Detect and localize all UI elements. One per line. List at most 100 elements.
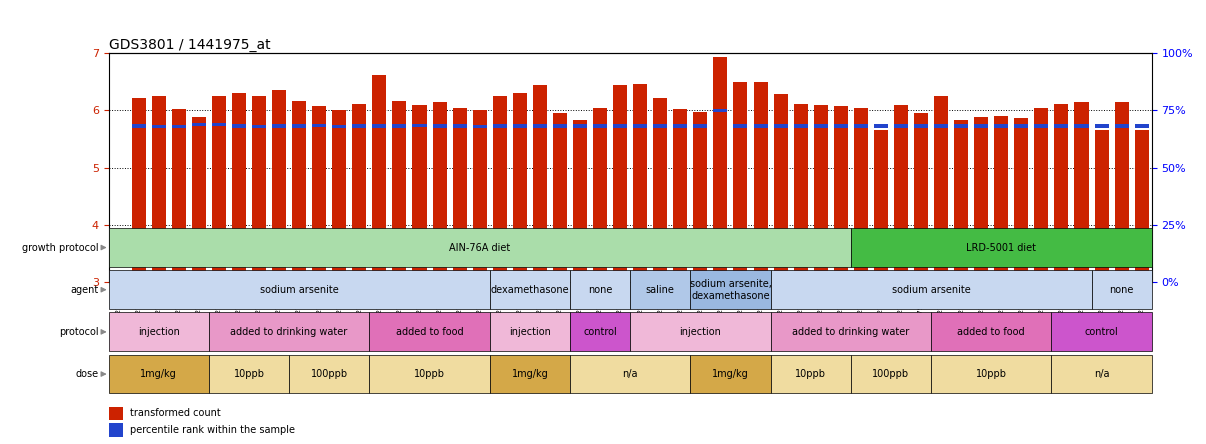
Text: control: control	[1084, 327, 1118, 337]
Bar	[570, 313, 630, 351]
Bar	[931, 313, 1052, 351]
Bar	[332, 125, 346, 128]
Text: protocol: protocol	[59, 327, 99, 337]
Text: added to drinking water: added to drinking water	[792, 327, 909, 337]
Bar	[935, 95, 948, 282]
Bar	[1075, 102, 1089, 282]
Bar	[754, 124, 767, 127]
Bar	[814, 105, 827, 282]
Text: transformed count: transformed count	[130, 408, 221, 418]
Bar	[111, 278, 125, 281]
Bar	[433, 124, 446, 127]
Bar	[593, 107, 607, 282]
Bar	[232, 93, 246, 282]
Text: sodium arsenite,
dexamethasone: sodium arsenite, dexamethasone	[690, 279, 772, 301]
Bar	[352, 103, 367, 282]
Bar	[490, 270, 570, 309]
Bar	[874, 124, 888, 127]
Bar	[733, 82, 748, 282]
Text: percentile rank within the sample: percentile rank within the sample	[130, 425, 295, 435]
Bar	[771, 313, 931, 351]
Bar	[312, 107, 326, 282]
Bar	[654, 98, 667, 282]
Text: n/a: n/a	[1094, 369, 1110, 379]
Bar	[593, 124, 607, 127]
Text: 10ppb: 10ppb	[414, 369, 445, 379]
Bar	[771, 270, 1091, 309]
Bar	[850, 228, 1152, 267]
Bar	[373, 124, 386, 127]
Bar	[693, 111, 708, 282]
Bar	[473, 111, 487, 282]
Bar	[894, 105, 908, 282]
Text: 1mg/kg: 1mg/kg	[140, 369, 177, 379]
Bar	[814, 124, 827, 127]
Bar	[212, 96, 226, 282]
Bar	[490, 313, 570, 351]
Text: injection: injection	[137, 327, 180, 337]
Bar	[392, 101, 406, 282]
Bar	[252, 95, 267, 282]
Bar	[452, 107, 467, 282]
Bar	[533, 124, 546, 127]
Bar	[209, 313, 369, 351]
Bar	[613, 124, 627, 127]
Bar	[109, 407, 123, 420]
Text: LRD-5001 diet: LRD-5001 diet	[966, 242, 1036, 253]
Bar	[131, 98, 146, 282]
Bar	[1054, 124, 1069, 127]
Bar	[490, 355, 570, 393]
Bar	[935, 124, 948, 127]
Bar	[152, 125, 165, 128]
Bar	[212, 123, 226, 127]
Bar	[1052, 313, 1152, 351]
Bar	[1091, 270, 1152, 309]
Bar	[914, 113, 929, 282]
Bar	[513, 124, 527, 127]
Text: growth protocol: growth protocol	[22, 242, 99, 253]
Bar	[192, 123, 206, 127]
Bar	[1014, 124, 1029, 127]
Text: 1mg/kg: 1mg/kg	[511, 369, 549, 379]
Text: 10ppb: 10ppb	[976, 369, 1007, 379]
Bar	[111, 279, 125, 282]
Text: control: control	[584, 327, 617, 337]
Bar	[771, 355, 850, 393]
Bar	[854, 124, 868, 127]
Bar	[854, 107, 868, 282]
Bar	[1095, 124, 1108, 127]
Text: dose: dose	[76, 369, 99, 379]
Bar	[273, 90, 286, 282]
Bar	[109, 355, 209, 393]
Bar	[352, 124, 367, 127]
Bar	[994, 116, 1008, 282]
Bar	[673, 124, 687, 127]
Bar	[673, 109, 687, 282]
Text: none: none	[587, 285, 613, 295]
Bar	[894, 124, 908, 127]
Text: injection: injection	[509, 327, 551, 337]
Bar	[630, 313, 771, 351]
Bar	[1054, 103, 1069, 282]
Bar	[1052, 355, 1152, 393]
Bar	[369, 313, 490, 351]
Bar	[131, 124, 146, 127]
Bar	[1095, 131, 1108, 282]
Bar	[794, 124, 808, 127]
Bar	[570, 270, 630, 309]
Bar	[109, 423, 123, 437]
Bar	[914, 124, 929, 127]
Bar	[850, 355, 931, 393]
Text: saline: saline	[645, 285, 674, 295]
Bar	[533, 85, 546, 282]
Bar	[252, 125, 267, 128]
Bar	[573, 120, 587, 282]
Bar	[974, 124, 988, 127]
Text: GDS3801 / 1441975_at: GDS3801 / 1441975_at	[109, 38, 270, 52]
Text: agent: agent	[70, 285, 99, 295]
Bar	[633, 84, 648, 282]
Bar	[513, 93, 527, 282]
Bar	[974, 117, 988, 282]
Bar	[1014, 118, 1029, 282]
Bar	[493, 124, 507, 127]
